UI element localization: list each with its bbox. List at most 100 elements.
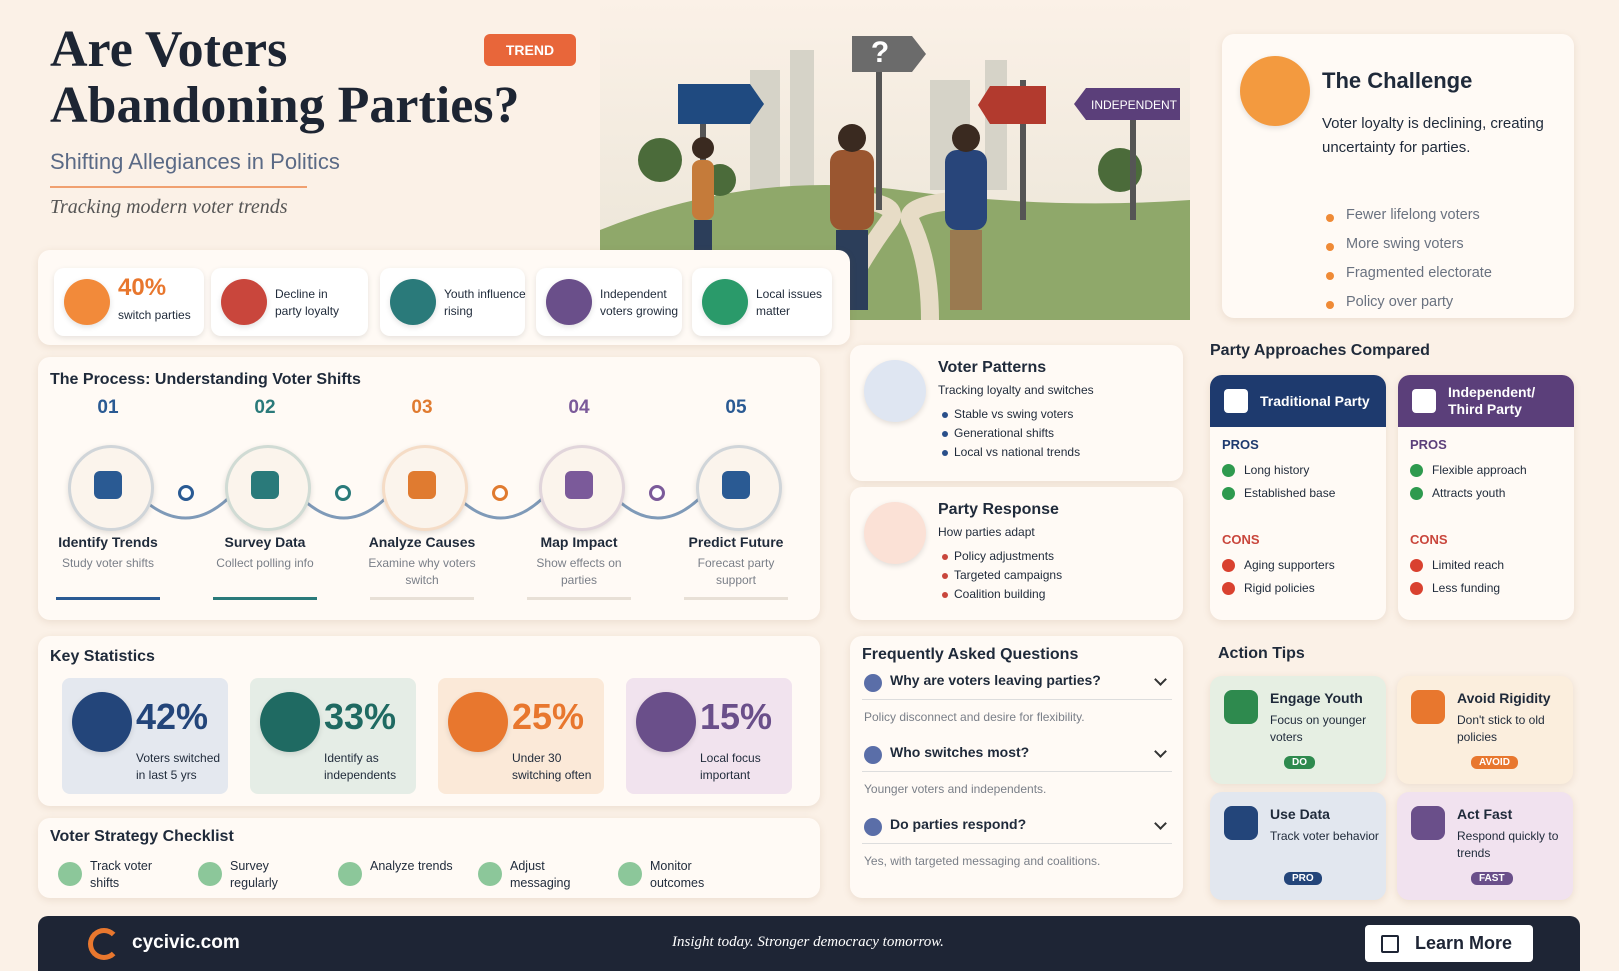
footer-tagline: Insight today. Stronger democracy tomorr… (672, 934, 944, 950)
check (58, 862, 82, 886)
tip-tag: PRO (1284, 872, 1322, 885)
check (1410, 464, 1423, 477)
highlight-value: 40% (118, 274, 167, 301)
sign-text: ? (871, 36, 889, 69)
icon (636, 692, 696, 752)
tagline: Tracking modern voter trends (50, 196, 288, 218)
faq-divider (862, 843, 1172, 844)
bullet: Targeted campaigns (954, 568, 1063, 582)
bullet: Local vs national trends (954, 445, 1081, 459)
sign (678, 84, 764, 124)
check (618, 862, 642, 886)
pro: Established base (1244, 486, 1336, 500)
faq-panel: Frequently Asked Questions Why are voters… (850, 636, 1183, 898)
pattern-title: Party Response (938, 501, 1059, 518)
step-title: Survey Data (224, 534, 306, 550)
con: Aging supporters (1244, 558, 1335, 572)
faq-answer: Younger voters and independents. (864, 782, 1047, 796)
pros-label: PROS (1222, 437, 1259, 452)
icon (448, 692, 508, 752)
bullet: Generational shifts (954, 426, 1055, 440)
tip-card: Act Fast Respond quickly to trends FAST (1397, 792, 1573, 900)
sign (852, 36, 926, 72)
section-title: The Process: Understanding Voter Shifts (50, 371, 361, 388)
stat-value: 42% (136, 696, 209, 737)
tip-title: Avoid Rigidity (1457, 690, 1551, 706)
section-title: Voter Strategy Checklist (50, 828, 234, 845)
section-title: Action Tips (1218, 645, 1305, 662)
tip-icon (1224, 690, 1258, 724)
footer: cycivic.com Insight today. Stronger democ… (38, 916, 1580, 971)
pattern-subtitle: How parties adapt (938, 525, 1035, 539)
check (198, 862, 222, 886)
title: Abandoning Parties? (50, 77, 520, 134)
step-number: 04 (568, 397, 590, 418)
faq-question[interactable]: Do parties respond? (890, 816, 1027, 832)
faq-icon (864, 746, 882, 764)
learn-more-button[interactable]: Learn More (1365, 925, 1533, 962)
tip-title: Act Fast (1457, 806, 1513, 822)
step-glyph (722, 471, 750, 499)
check-item: Analyze trends (370, 859, 453, 873)
faq-answer: Yes, with targeted messaging and coaliti… (864, 854, 1101, 868)
column-icon (1412, 389, 1436, 413)
bullet-dot (1326, 301, 1334, 309)
bullet-dot (1326, 272, 1334, 280)
step-text: Forecast party support (697, 556, 775, 587)
check (478, 862, 502, 886)
chevron[interactable] (1154, 673, 1167, 686)
bullet: Policy over party (1346, 294, 1454, 310)
step-dot (178, 485, 194, 501)
check (1410, 487, 1423, 500)
tip-title: Use Data (1270, 806, 1330, 822)
tip-icon (1411, 806, 1445, 840)
button-label[interactable]: Learn More (1415, 933, 1513, 953)
pattern-subtitle: Tracking loyalty and switches (938, 383, 1094, 397)
check-item: Track voter shifts (90, 859, 153, 890)
check (1222, 464, 1235, 477)
faq-question[interactable]: Why are voters leaving parties? (890, 672, 1101, 688)
section-title: Frequently Asked Questions (862, 646, 1079, 663)
stat-value: 33% (324, 696, 397, 737)
stat-value: 25% (512, 696, 585, 737)
con: Limited reach (1432, 558, 1505, 572)
chevron[interactable] (1154, 745, 1167, 758)
step-text: Collect polling info (216, 556, 314, 570)
stat-card: 42% Voters switched in last 5 yrs (62, 678, 228, 794)
tip-tag: DO (1284, 756, 1315, 769)
step-number: 05 (725, 397, 747, 418)
chevron[interactable] (1154, 817, 1167, 830)
column-name: Independent/ Third Party (1448, 384, 1536, 417)
highlight-card: Decline in party loyalty (211, 268, 368, 336)
icon (864, 502, 926, 564)
step-glyph (94, 471, 122, 499)
stat-text: Local focus important (700, 751, 761, 782)
pro: Long history (1244, 463, 1310, 477)
bullet-dot (942, 412, 948, 418)
con: Less funding (1432, 581, 1501, 595)
step-glyph (565, 471, 593, 499)
highlight-card: Youth influence rising (380, 268, 526, 336)
check-item: Adjust messaging (510, 859, 571, 890)
faq-divider (862, 699, 1172, 700)
column-icon (1224, 389, 1248, 413)
tip-card: Engage Youth Focus on younger voters DO (1210, 676, 1386, 784)
tip-icon (1411, 690, 1445, 724)
section-title: Party Approaches Compared (1210, 342, 1430, 359)
bullet: Stable vs swing voters (954, 407, 1074, 421)
step-dot (335, 485, 351, 501)
faq-question[interactable]: Who switches most? (890, 744, 1030, 760)
step-title: Map Impact (540, 534, 618, 550)
post (1020, 80, 1026, 220)
tip-text: Respond quickly to trends (1457, 829, 1559, 860)
highlight-text: switch parties (118, 308, 191, 322)
step-bar (56, 597, 160, 600)
icon (390, 279, 436, 325)
faq-icon (864, 674, 882, 692)
logo (88, 928, 120, 960)
column-name: Traditional Party (1260, 393, 1370, 409)
tip-card: Avoid Rigidity Don't stick to old policie… (1397, 676, 1573, 784)
subtitle: Shifting Allegiances in Politics (50, 149, 340, 174)
stat-value: 15% (700, 696, 773, 737)
icon (1240, 56, 1310, 126)
